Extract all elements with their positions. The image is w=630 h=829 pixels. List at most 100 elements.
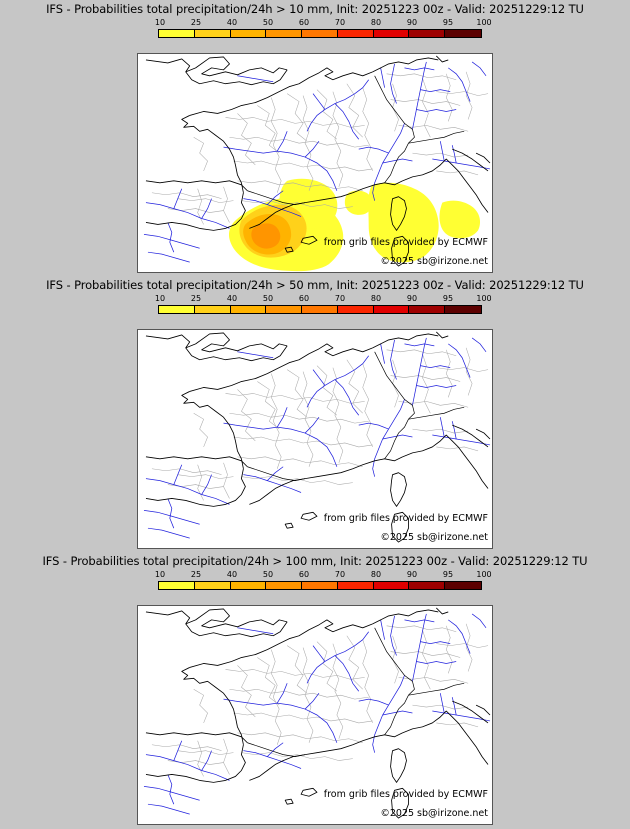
department-border bbox=[398, 401, 469, 408]
coastline bbox=[475, 428, 491, 440]
river bbox=[237, 351, 274, 359]
map-frame: from grib files provided by ECMWF ©2025 … bbox=[133, 601, 497, 829]
map-canvas[interactable]: from grib files provided by ECMWF ©2025 … bbox=[137, 605, 493, 825]
colorbar-band bbox=[159, 30, 195, 37]
river bbox=[223, 422, 338, 467]
department-border bbox=[362, 639, 373, 724]
map-canvas[interactable]: from grib files provided by ECMWF ©2025 … bbox=[137, 329, 493, 549]
attribution-source: from grib files provided by ECMWF bbox=[323, 513, 488, 524]
colorbar-tick-label: 50 bbox=[262, 18, 274, 27]
department-border bbox=[223, 738, 230, 775]
river bbox=[312, 645, 326, 662]
department-border bbox=[302, 95, 314, 191]
colorbar-tick-label: 80 bbox=[370, 294, 382, 303]
department-border bbox=[177, 198, 234, 203]
colorbar-band bbox=[337, 30, 374, 37]
department-border bbox=[398, 125, 469, 132]
river bbox=[471, 613, 487, 629]
department-border bbox=[386, 349, 457, 357]
colorbar-band bbox=[409, 582, 446, 589]
colorbar-tick-label: 10 bbox=[154, 570, 166, 579]
colorbar-tick-label: 60 bbox=[298, 294, 310, 303]
coastline bbox=[181, 667, 244, 745]
river bbox=[382, 158, 413, 164]
river bbox=[243, 198, 302, 217]
river bbox=[223, 698, 338, 743]
department-border bbox=[332, 643, 344, 739]
river bbox=[432, 710, 491, 722]
colorbar-tick-label: 25 bbox=[190, 294, 202, 303]
river bbox=[420, 641, 451, 645]
river bbox=[404, 67, 435, 71]
river bbox=[201, 750, 212, 771]
river bbox=[304, 140, 320, 158]
coastline bbox=[145, 608, 288, 629]
department-border bbox=[151, 192, 222, 199]
river bbox=[439, 141, 445, 162]
river bbox=[432, 158, 491, 170]
department-border bbox=[257, 657, 280, 706]
colorbar-ticks: 10 25 40 50 60 70 80 90 95 100 bbox=[155, 18, 492, 28]
department-border bbox=[412, 428, 469, 434]
river bbox=[173, 188, 183, 209]
department-border bbox=[392, 359, 399, 408]
department-borders bbox=[151, 347, 489, 501]
coastline bbox=[145, 56, 288, 77]
coastline bbox=[372, 609, 439, 625]
river bbox=[147, 803, 190, 815]
department-border bbox=[316, 641, 338, 692]
colorbar-bands bbox=[158, 305, 482, 314]
department-border bbox=[287, 645, 308, 694]
department-border bbox=[392, 83, 399, 132]
coastline bbox=[145, 744, 246, 783]
river bbox=[334, 379, 360, 416]
department-border bbox=[233, 712, 373, 724]
colorbar-band bbox=[373, 306, 410, 313]
department-border bbox=[270, 373, 282, 469]
river bbox=[416, 109, 457, 112]
rivers bbox=[143, 613, 491, 815]
colorbar-tick-label: 25 bbox=[190, 570, 202, 579]
coastline bbox=[181, 391, 244, 469]
department-border bbox=[346, 359, 363, 414]
river bbox=[267, 190, 284, 205]
river bbox=[451, 697, 457, 716]
panel-gt-100mm: IFS - Probabilities total precipitation/… bbox=[0, 552, 630, 829]
precipitation-contour bbox=[368, 182, 439, 263]
precipitation-contour bbox=[251, 223, 281, 249]
colorbar-tick-label: 70 bbox=[334, 570, 346, 579]
colorbar-band bbox=[445, 582, 482, 589]
coastline bbox=[284, 246, 294, 253]
panel-gt-50mm: IFS - Probabilities total precipitation/… bbox=[0, 276, 630, 553]
colorbar-band bbox=[409, 30, 446, 37]
department-border bbox=[225, 669, 365, 680]
colorbar-band bbox=[337, 582, 374, 589]
colorbar-band bbox=[159, 582, 195, 589]
department-border bbox=[225, 117, 365, 128]
department-border bbox=[287, 369, 308, 418]
river bbox=[358, 698, 389, 706]
department-border bbox=[332, 367, 344, 463]
colorbar-band bbox=[445, 306, 482, 313]
map-canvas[interactable]: from grib files provided by ECMWF ©2025 … bbox=[137, 53, 493, 273]
river bbox=[304, 416, 320, 434]
river bbox=[167, 498, 175, 529]
department-border bbox=[193, 137, 208, 172]
department-border bbox=[237, 180, 363, 192]
attribution-copyright: ©2025 sb@irizone.net bbox=[380, 808, 488, 819]
colorbar-band bbox=[266, 306, 303, 313]
coastline bbox=[249, 732, 403, 781]
colorbar-ticks: 10 25 40 50 60 70 80 90 95 100 bbox=[154, 570, 492, 580]
river bbox=[267, 742, 284, 757]
map-frame: from grib files provided by ECMWF ©2025 … bbox=[133, 325, 497, 553]
river bbox=[173, 464, 183, 485]
coastline bbox=[189, 67, 373, 116]
country-border bbox=[374, 351, 415, 420]
river bbox=[451, 145, 457, 164]
river bbox=[147, 527, 190, 539]
department-border bbox=[197, 188, 204, 225]
colorbar-tick-label: 100 bbox=[476, 18, 492, 27]
map-graphic bbox=[143, 55, 491, 272]
country-border bbox=[408, 682, 465, 696]
department-border bbox=[229, 688, 369, 700]
